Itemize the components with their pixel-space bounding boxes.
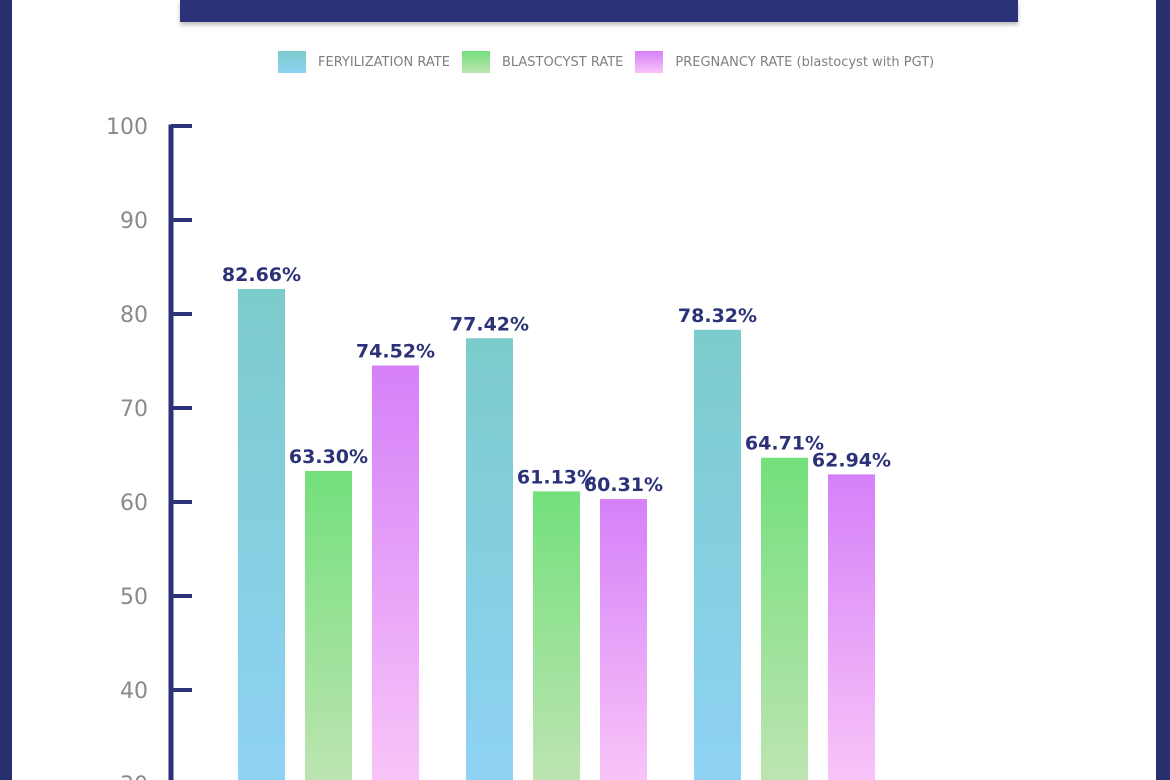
data-label-pregnancy-group-2: 60.31%: [584, 474, 663, 496]
bar-blastocyst-group-3: [761, 457, 808, 780]
y-tick-label: 40: [120, 679, 148, 704]
legend-swatch-fertilization: [278, 51, 306, 73]
legend-item-fertilization: FERYILIZATION RATE: [278, 51, 450, 73]
data-label-fertilization-group-2: 77.42%: [450, 313, 529, 335]
chart-card: [12, 0, 1156, 780]
data-label-pregnancy-group-1: 74.52%: [356, 341, 435, 363]
data-labels-group: 82.66% 63.30% 74.52% 77.42% 61.13%60.31% 78.3…: [222, 264, 891, 496]
bars-group: [238, 288, 875, 780]
legend-item-blastocyst: BLASTOCYST RATE: [461, 51, 624, 73]
y-tick-label: 90: [120, 209, 148, 234]
data-label-pregnancy-group-3: 62.94%: [812, 449, 891, 471]
y-tick-label: 80: [120, 303, 148, 328]
y-tick-label: 100: [106, 115, 148, 140]
bar-pregnancy-group-1: [372, 365, 419, 780]
data-label-blastocyst-group-1: 63.30%: [289, 446, 368, 468]
data-label-blastocyst-group-2: 61.13%: [517, 466, 596, 488]
data-label-fertilization-group-1: 82.66%: [222, 264, 301, 286]
legend-label-fertilization: FERYILIZATION RATE: [318, 54, 450, 70]
legend-swatch-blastocyst: [461, 51, 490, 73]
bar-blastocyst-group-2: [533, 491, 580, 780]
legend-label-blastocyst: BLASTOCYST RATE: [501, 54, 624, 70]
legend-label-pregnancy: PREGNANCY RATE (blastocyst with PGT): [675, 54, 935, 70]
title-banner: [180, 0, 1018, 22]
chart-legend: FERYILIZATION RATE BLASTOCYST RATE PREGN…: [278, 50, 934, 74]
bar-blastocyst-group-1: [305, 470, 352, 780]
y-tick-label: 50: [120, 585, 148, 610]
bar-fertilization-group-2: [466, 338, 513, 780]
bar-fertilization-group-3: [694, 329, 741, 780]
y-tick-label: 30: [120, 773, 148, 780]
y-axis: 100 90 80 70 60 50 40 30: [106, 115, 192, 780]
bar-pregnancy-group-3: [828, 474, 875, 780]
bar-fertilization-group-1: [238, 288, 285, 780]
y-tick-label: 70: [120, 397, 148, 422]
data-label-fertilization-group-3: 78.32%: [678, 305, 757, 327]
legend-item-pregnancy: PREGNANCY RATE (blastocyst with PGT): [635, 51, 934, 73]
data-label-blastocyst-group-3: 64.71%: [745, 433, 824, 455]
bar-pregnancy-group-2: [600, 499, 647, 780]
legend-swatch-pregnancy: [635, 51, 664, 73]
y-tick-label: 60: [120, 491, 148, 516]
